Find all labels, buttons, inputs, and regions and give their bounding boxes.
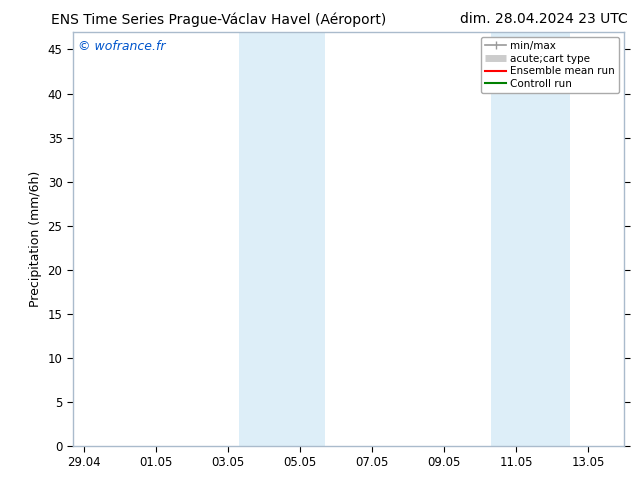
Text: dim. 28.04.2024 23 UTC: dim. 28.04.2024 23 UTC bbox=[460, 12, 628, 26]
Text: © wofrance.fr: © wofrance.fr bbox=[79, 40, 166, 53]
Bar bbox=[239, 32, 325, 446]
Legend: min/max, acute;cart type, Ensemble mean run, Controll run: min/max, acute;cart type, Ensemble mean … bbox=[481, 37, 619, 93]
Y-axis label: Precipitation (mm/6h): Precipitation (mm/6h) bbox=[29, 171, 42, 307]
Bar bbox=[491, 32, 571, 446]
Text: ENS Time Series Prague-Václav Havel (Aéroport): ENS Time Series Prague-Václav Havel (Aér… bbox=[51, 12, 386, 27]
